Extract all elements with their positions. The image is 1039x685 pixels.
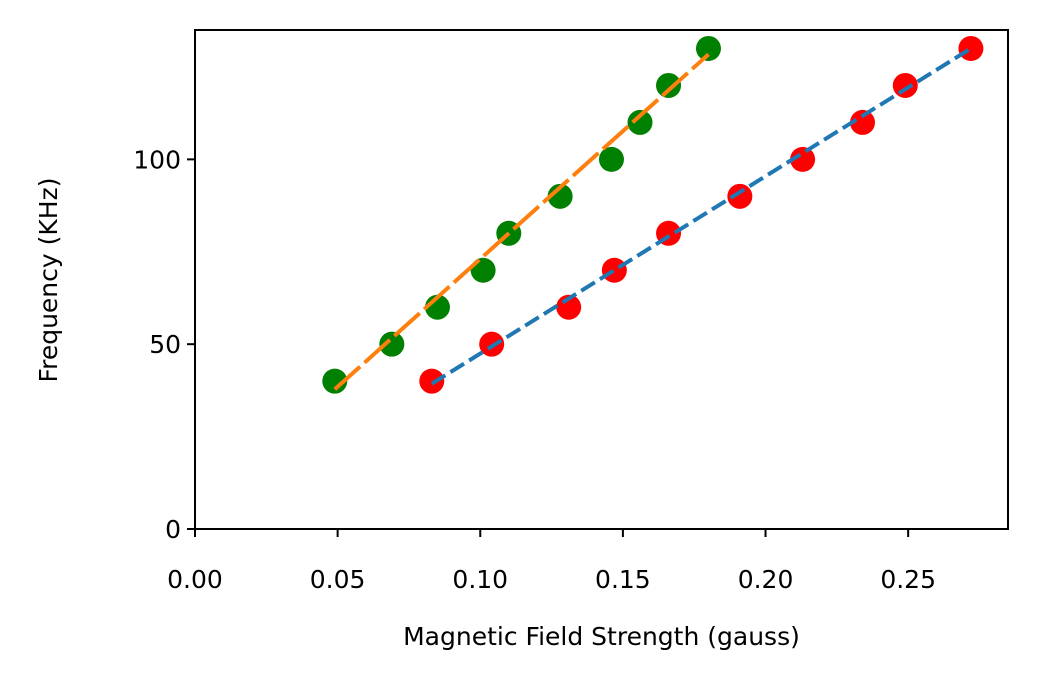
y-axis-title: Frequency (KHz) [34,178,63,383]
data-point [656,72,682,98]
x-tick-label: 0.25 [880,565,936,594]
data-point [695,35,721,61]
y-tick-label: 0 [165,515,181,544]
x-tick-label: 0.05 [310,565,366,594]
data-point [850,109,876,135]
y-axis-ticks: 0 50 100 [133,145,195,544]
series-0 [322,35,721,394]
data-point [322,368,348,394]
series-layer [322,35,984,394]
data-point [379,331,405,357]
fit-line [333,52,710,391]
plot-frame [194,29,1009,530]
y-tick-label: 50 [149,330,181,359]
x-axis-ticks: 0.00 0.05 0.10 0.15 0.20 0.25 [167,529,936,594]
data-point [547,183,573,209]
data-point [892,72,918,98]
data-point [601,257,627,283]
data-point [419,368,445,394]
x-tick-label: 0.20 [738,565,794,594]
y-tick-label: 100 [133,145,181,174]
series-1 [419,35,984,394]
data-point [627,109,653,135]
data-point [790,146,816,172]
data-point [598,146,624,172]
x-tick-label: 0.15 [595,565,651,594]
x-tick-label: 0.00 [167,565,223,594]
x-axis-title: Magnetic Field Strength (gauss) [403,622,800,651]
series-3 [430,46,972,386]
x-tick-label: 0.10 [452,565,508,594]
fit-line [430,46,972,386]
data-point [958,35,984,61]
series-2 [333,52,710,391]
data-point [727,183,753,209]
